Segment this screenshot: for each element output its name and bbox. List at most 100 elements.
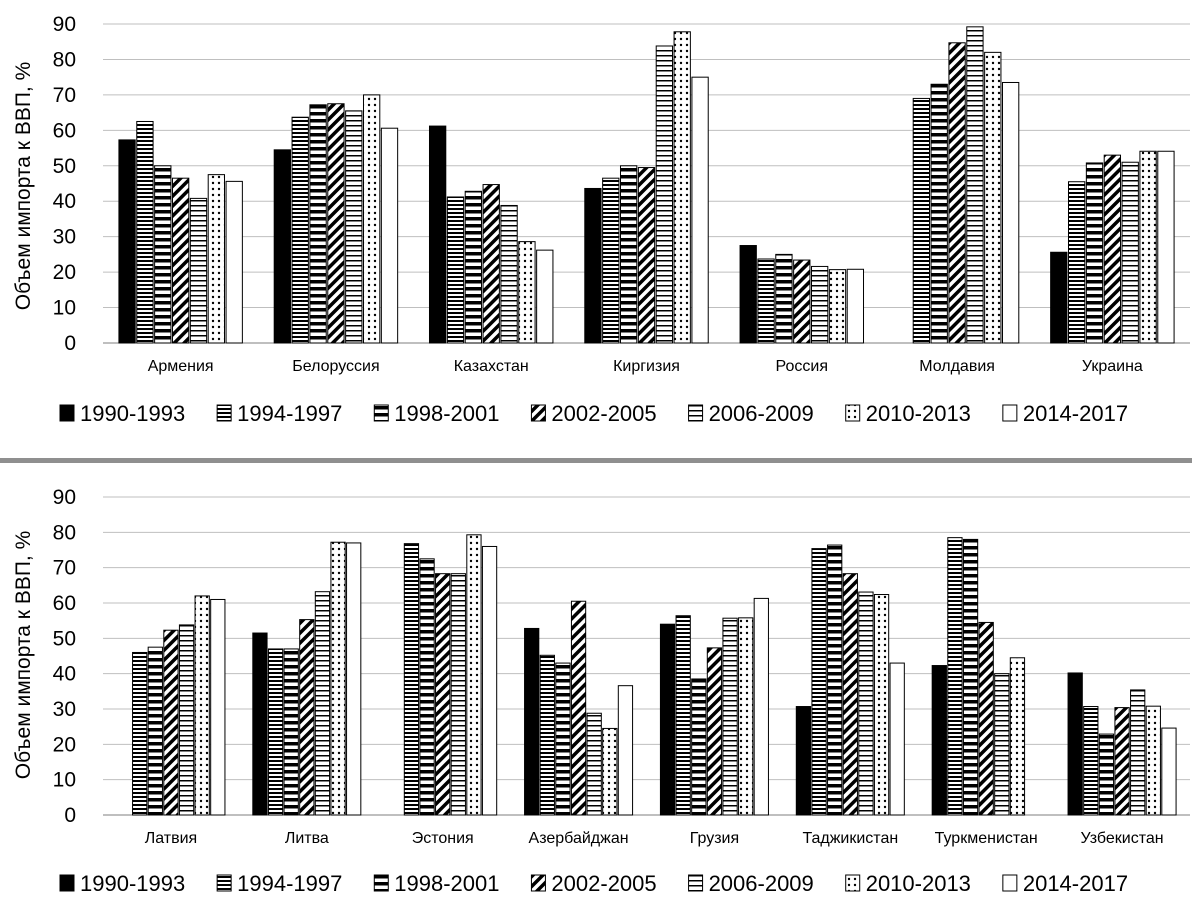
- legend-swatch: [373, 404, 389, 422]
- bar: [757, 258, 775, 344]
- bar: [518, 241, 536, 344]
- bar: [637, 167, 656, 344]
- legend-swatch: [59, 404, 75, 422]
- bar: [691, 76, 709, 344]
- bar: [403, 543, 420, 816]
- legend-swatch: [216, 404, 232, 422]
- bar: [446, 196, 465, 344]
- bar: [291, 116, 309, 344]
- bar: [706, 647, 723, 816]
- bar: [178, 624, 195, 816]
- bar: [673, 31, 691, 344]
- legend-label: 2014-2017: [1023, 871, 1128, 896]
- bar: [163, 629, 179, 816]
- bar: [524, 627, 540, 816]
- category-label: Литва: [285, 830, 329, 847]
- bar: [314, 591, 331, 816]
- category-label: Украина: [1082, 358, 1143, 375]
- bar: [450, 573, 466, 816]
- bar: [283, 648, 299, 816]
- category-label: Киргизия: [613, 358, 680, 375]
- bar: [118, 139, 136, 344]
- y-tick-label: 20: [53, 261, 76, 284]
- bar: [570, 600, 587, 816]
- y-tick-label: 30: [53, 226, 76, 249]
- bar: [948, 42, 966, 344]
- bar: [1009, 657, 1026, 816]
- bar: [466, 534, 482, 816]
- bar: [194, 595, 210, 816]
- bar: [994, 673, 1010, 816]
- category-label: Латвия: [145, 830, 197, 847]
- bar: [330, 541, 346, 816]
- bar: [327, 103, 345, 344]
- bar: [309, 104, 327, 344]
- bar: [1098, 733, 1115, 816]
- category-label: Туркменистан: [935, 830, 1038, 847]
- bar: [1103, 154, 1122, 344]
- bar: [1145, 705, 1161, 816]
- bar: [931, 665, 947, 816]
- legend-label: 1994-1997: [237, 401, 342, 426]
- legend-swatch: [688, 404, 704, 422]
- legend-swatch: [688, 874, 704, 892]
- legend-swatch: [59, 874, 75, 892]
- legend-label: 2010-2013: [866, 871, 971, 896]
- legend-swatch: [845, 874, 861, 892]
- bar: [555, 662, 571, 816]
- legend-swatch: [845, 404, 861, 422]
- bar: [419, 558, 435, 816]
- legend-label: 2014-2017: [1023, 401, 1128, 426]
- bar: [617, 685, 634, 816]
- bar: [362, 94, 381, 344]
- bar: [691, 678, 707, 816]
- bar: [810, 265, 829, 344]
- legend-label: 1998-2001: [394, 401, 499, 426]
- bar: [947, 537, 963, 816]
- bar: [655, 45, 674, 344]
- y-tick-label: 0: [64, 804, 76, 827]
- category-label: Таджикистан: [802, 830, 898, 847]
- y-tick-label: 50: [53, 155, 76, 178]
- legend-label: 2002-2005: [551, 401, 656, 426]
- category-label: Узбекистан: [1081, 830, 1164, 847]
- y-tick-label: 80: [53, 521, 76, 544]
- legend-label: 1990-1993: [80, 871, 185, 896]
- bar: [828, 269, 847, 344]
- bar: [1114, 707, 1130, 816]
- bar: [428, 125, 447, 344]
- bar: [539, 654, 555, 816]
- bar: [984, 51, 1002, 344]
- bar: [584, 187, 602, 344]
- legend-swatch: [1002, 874, 1018, 892]
- bar: [482, 184, 500, 344]
- bar: [659, 623, 676, 816]
- legend-label: 2002-2005: [551, 871, 656, 896]
- bar: [739, 245, 757, 344]
- bar: [210, 598, 226, 816]
- bar: [1121, 161, 1139, 344]
- bar: [500, 204, 518, 344]
- y-tick-label: 60: [53, 119, 76, 142]
- bar: [966, 26, 984, 344]
- bar: [252, 632, 268, 816]
- y-tick-label: 90: [53, 13, 76, 36]
- legend-label: 1994-1997: [237, 871, 342, 896]
- y-tick-label: 40: [53, 663, 76, 686]
- bar: [858, 591, 874, 816]
- legend-swatch: [530, 874, 546, 892]
- bar: [873, 594, 890, 816]
- bar: [1067, 672, 1083, 816]
- y-tick-label: 30: [53, 698, 76, 721]
- panel-divider: [0, 458, 1192, 463]
- bar: [889, 662, 905, 816]
- bar: [675, 615, 691, 816]
- bar: [1001, 81, 1020, 344]
- y-tick-label: 70: [53, 84, 76, 107]
- bar: [1067, 181, 1086, 344]
- legend-label: 1998-2001: [394, 871, 499, 896]
- y-axis-label: Объем импорта к ВВП, %: [12, 531, 35, 780]
- bar: [1130, 689, 1146, 816]
- bar: [842, 573, 858, 816]
